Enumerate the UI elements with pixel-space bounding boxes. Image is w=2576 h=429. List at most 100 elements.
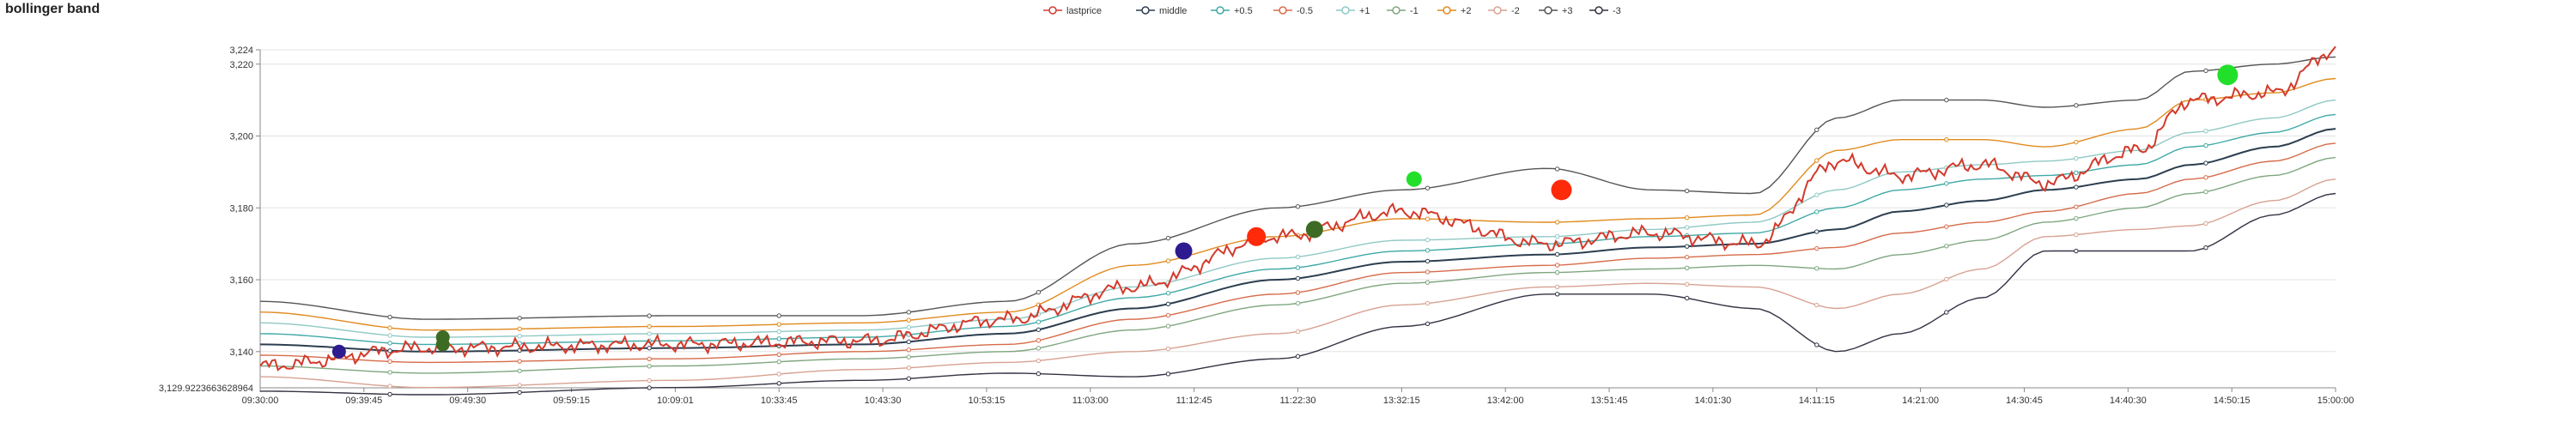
series--3-point (776, 381, 781, 386)
legend-label--3[interactable]: -3 (1613, 6, 1621, 16)
series--2-point (1165, 346, 1171, 352)
series-+1-point (1425, 237, 1431, 243)
y-tick-label: 3,180 (229, 203, 253, 214)
y-min-label: 3,129.9223663628964 (159, 384, 253, 394)
signal-marker (1247, 227, 1267, 246)
legend-swatch-marker (1141, 6, 1150, 15)
x-tick-label: 14:21:00 (1902, 396, 1939, 406)
series--3-point (1814, 342, 1820, 347)
y-axis: 3,140 3,160 3,180 3,200 3,220 3,224 3,129.9223… (159, 45, 2336, 394)
series--3-point (1684, 295, 1690, 301)
legend-label-+0.5[interactable]: +0.5 (1234, 6, 1253, 16)
series--3-point (1165, 372, 1171, 377)
legend-label-lastprice[interactable]: lastprice (1066, 6, 1102, 16)
series-+3-point (1554, 166, 1560, 172)
series--1-point (1165, 323, 1171, 329)
series-middle-point (1425, 258, 1431, 264)
series-+1-point (2074, 155, 2079, 161)
series-+3-point (387, 314, 392, 320)
series-+2-point (387, 325, 392, 330)
series--2-point (387, 384, 392, 389)
x-tick-label: 13:51:45 (1591, 396, 1628, 406)
series--0.5-point (1814, 245, 1820, 251)
series--1-point (1295, 300, 1301, 306)
series--3-point (1295, 353, 1301, 360)
series--1-point (1944, 244, 1949, 249)
signal-marker (1175, 242, 1193, 260)
series-+3-point (1425, 185, 1431, 190)
series--0.5-point (1165, 312, 1171, 318)
series--3-point (517, 390, 522, 396)
x-tick-label: 13:42:00 (1487, 396, 1524, 406)
x-tick-label: 15:00:00 (2318, 396, 2354, 406)
x-tick-label: 14:40:30 (2110, 396, 2147, 406)
series-+3-point (776, 313, 781, 318)
legend-swatch-marker (1443, 6, 1451, 15)
series-+1-point (1554, 233, 1560, 239)
series-middle-point (906, 339, 912, 345)
x-tick-label: 09:49:30 (449, 396, 486, 406)
series-+0.5-line (259, 113, 2336, 346)
signal-marker (435, 337, 450, 352)
legend-label--0.5[interactable]: -0.5 (1297, 6, 1313, 16)
series--3-point (1944, 310, 1949, 315)
series--1-point (1425, 280, 1431, 285)
series-+0.5-point (776, 336, 781, 341)
series-middle-point (647, 346, 652, 351)
series--2-point (1944, 276, 1949, 282)
series-middle-point (1165, 301, 1171, 307)
series--2-point (1295, 329, 1301, 335)
series--1-point (387, 370, 392, 375)
series-+2-point (517, 326, 522, 332)
legend-label-middle[interactable]: middle (1159, 6, 1187, 16)
x-tick-label: 14:50:15 (2214, 396, 2251, 406)
legend-label--2[interactable]: -2 (1511, 6, 1520, 16)
series-+3-point (1165, 235, 1171, 241)
legend-label-+1[interactable]: +1 (1359, 6, 1370, 16)
legend-swatch-marker (1392, 6, 1400, 15)
series--0.5-point (906, 347, 912, 353)
series-+2-point (1944, 137, 1949, 142)
series--0.5-point (1684, 255, 1690, 260)
series-+0.5-point (1036, 319, 1042, 324)
legend-swatch-marker (1279, 6, 1287, 15)
series--2-point (647, 378, 652, 384)
legend-swatch-marker (1493, 6, 1502, 15)
series--3-point (906, 376, 912, 381)
legend-swatch-marker (1595, 6, 1603, 15)
series-middle-point (1944, 202, 1949, 208)
series-+1-point (647, 331, 652, 336)
series--1-point (776, 359, 781, 365)
chart-series (259, 45, 2336, 397)
series-+2-point (647, 323, 652, 329)
x-tick-label: 10:43:30 (865, 396, 902, 406)
series--0.5-point (2203, 175, 2208, 180)
series-middle-point (2074, 184, 2079, 190)
legend-label--1[interactable]: -1 (1410, 6, 1419, 16)
signal-marker (1551, 179, 1572, 201)
x-tick-label: 11:12:45 (1176, 396, 1212, 406)
series--3-point (387, 391, 392, 397)
y-tick-label: 3,224 (229, 45, 253, 56)
x-axis: 09:30:00 09:39:45 09:49:30 09:59:15 10:09:01… (242, 388, 2354, 406)
legend-label-+2[interactable]: +2 (1461, 6, 1472, 16)
x-tick-label: 10:33:45 (761, 396, 798, 406)
series--2-point (2074, 232, 2079, 238)
series-+3-point (2203, 68, 2208, 74)
series--3-point (2074, 248, 2079, 254)
series-+3-point (1944, 97, 1949, 103)
series-+0.5-point (2203, 142, 2208, 148)
x-tick-label: 09:39:45 (345, 396, 382, 406)
series--0.5-point (1036, 338, 1042, 343)
series--0.5-point (2074, 204, 2079, 209)
y-tick-label: 3,140 (229, 347, 253, 358)
series--3-point (2203, 245, 2208, 251)
series--0.5-point (1425, 269, 1431, 275)
series-middle-point (1684, 244, 1690, 249)
signal-marker (2217, 64, 2239, 86)
series-+1-point (2203, 129, 2208, 134)
legend-label-+3[interactable]: +3 (1562, 6, 1573, 16)
series-+0.5-point (387, 341, 392, 346)
x-tick-label: 14:01:30 (1694, 396, 1731, 406)
y-tick-label: 3,160 (229, 275, 253, 286)
